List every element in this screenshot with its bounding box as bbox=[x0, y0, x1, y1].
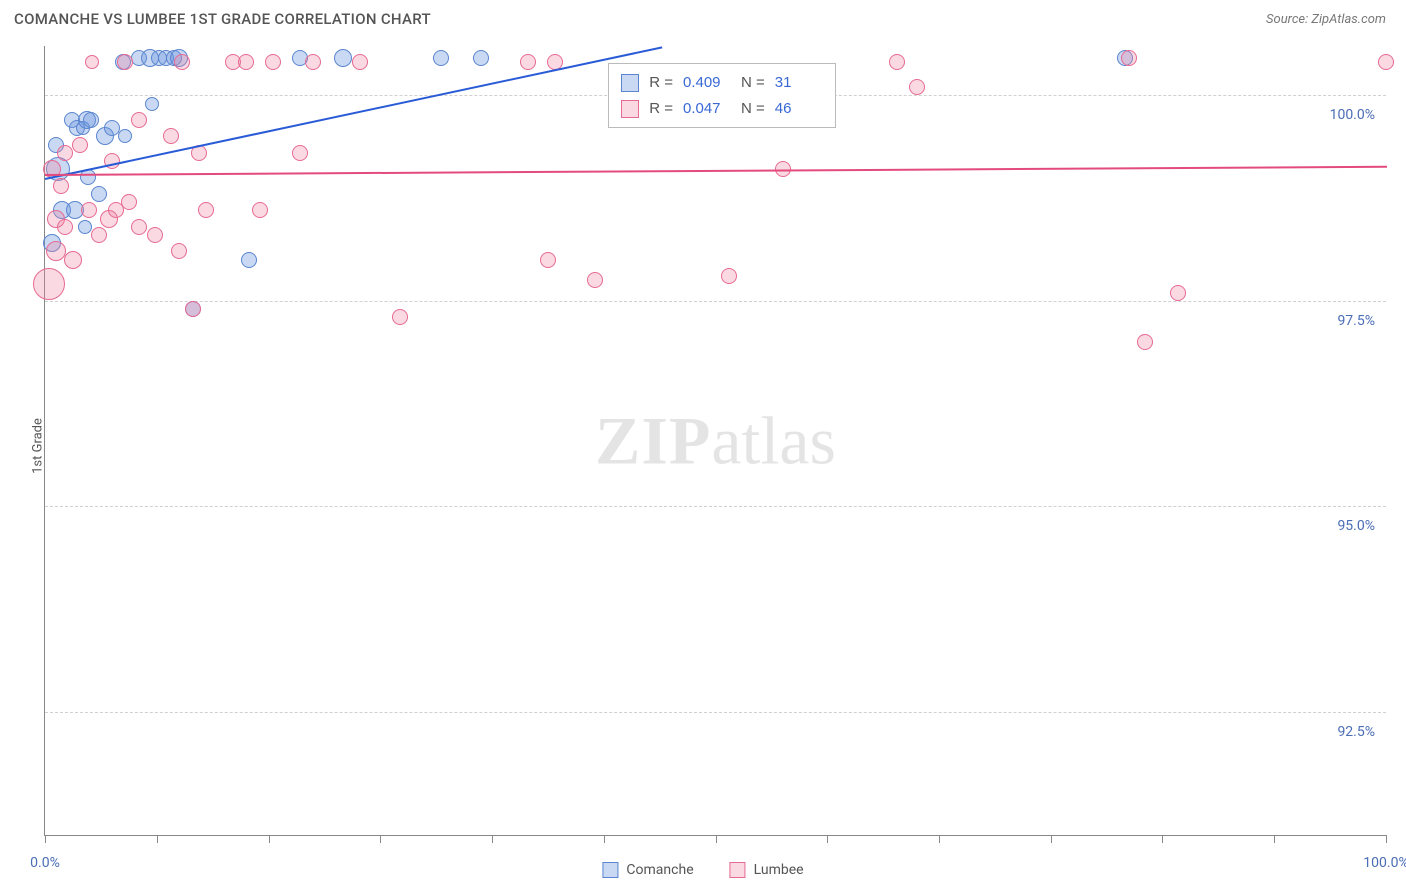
data-point bbox=[540, 252, 556, 268]
data-point bbox=[171, 243, 187, 259]
chart-area: ZIPatlas 100.0%97.5%95.0%92.5%0.0%100.0%… bbox=[44, 46, 1386, 836]
data-point bbox=[292, 145, 308, 161]
source-attribution: Source: ZipAtlas.com bbox=[1266, 12, 1386, 27]
data-point bbox=[145, 97, 159, 111]
x-tick bbox=[604, 835, 605, 843]
data-point bbox=[57, 145, 73, 161]
data-point bbox=[121, 194, 137, 210]
data-point bbox=[147, 227, 163, 243]
stats-r-value: 0.047 bbox=[683, 96, 731, 122]
x-tick-label: 100.0% bbox=[1363, 855, 1406, 871]
data-point bbox=[163, 128, 179, 144]
x-tick bbox=[1162, 835, 1163, 843]
chart-title: COMANCHE VS LUMBEE 1ST GRADE CORRELATION… bbox=[14, 10, 431, 28]
data-point bbox=[334, 49, 352, 67]
x-tick bbox=[1386, 835, 1387, 843]
x-tick bbox=[380, 835, 381, 843]
data-point bbox=[83, 112, 99, 128]
y-tick-label: 92.5% bbox=[1334, 724, 1378, 740]
x-tick bbox=[716, 835, 717, 843]
x-tick bbox=[157, 835, 158, 843]
legend-swatch bbox=[602, 862, 618, 878]
data-point bbox=[721, 268, 737, 284]
data-point bbox=[57, 219, 73, 235]
legend-swatch bbox=[730, 862, 746, 878]
gridline bbox=[45, 712, 1386, 713]
gridline bbox=[45, 506, 1386, 507]
legend-swatch bbox=[621, 100, 639, 118]
data-point bbox=[85, 55, 99, 69]
data-point bbox=[104, 120, 120, 136]
data-point bbox=[392, 309, 408, 325]
x-tick-label: 0.0% bbox=[30, 855, 60, 871]
plot-area: ZIPatlas 100.0%97.5%95.0%92.5%0.0%100.0%… bbox=[44, 46, 1386, 836]
data-point bbox=[81, 202, 97, 218]
data-point bbox=[198, 202, 214, 218]
trend-line bbox=[45, 165, 1387, 175]
stats-r-value: 0.409 bbox=[683, 70, 731, 96]
x-tick bbox=[939, 835, 940, 843]
data-point bbox=[33, 268, 65, 300]
data-point bbox=[587, 272, 603, 288]
data-point bbox=[46, 241, 66, 261]
data-point bbox=[72, 137, 88, 153]
data-point bbox=[91, 186, 107, 202]
watermark: ZIPatlas bbox=[595, 401, 836, 480]
data-point bbox=[1121, 50, 1137, 66]
stats-n-label: N = bbox=[741, 70, 765, 96]
x-tick bbox=[1051, 835, 1052, 843]
data-point bbox=[238, 54, 254, 70]
gridline bbox=[45, 301, 1386, 302]
stats-row: R = 0.409 N = 31 bbox=[621, 70, 823, 96]
legend-item: Lumbee bbox=[730, 862, 804, 878]
correlation-stats-box: R = 0.409 N = 31 R = 0.047 N = 46 bbox=[608, 63, 836, 128]
stats-n-value: 46 bbox=[775, 96, 823, 122]
data-point bbox=[473, 50, 489, 66]
x-tick bbox=[1274, 835, 1275, 843]
data-point bbox=[252, 202, 268, 218]
x-tick bbox=[827, 835, 828, 843]
legend-label: Comanche bbox=[626, 862, 693, 878]
legend-item: Comanche bbox=[602, 862, 693, 878]
x-tick bbox=[269, 835, 270, 843]
legend-swatch bbox=[621, 74, 639, 92]
data-point bbox=[117, 54, 133, 70]
data-point bbox=[185, 301, 201, 317]
stats-row: R = 0.047 N = 46 bbox=[621, 96, 823, 122]
stats-n-label: N = bbox=[741, 96, 765, 122]
data-point bbox=[433, 50, 449, 66]
stats-n-value: 31 bbox=[775, 70, 823, 96]
data-point bbox=[64, 251, 82, 269]
y-tick-label: 95.0% bbox=[1334, 518, 1378, 534]
data-point bbox=[265, 54, 281, 70]
data-point bbox=[889, 54, 905, 70]
data-point bbox=[520, 54, 536, 70]
legend: Comanche Lumbee bbox=[602, 862, 803, 878]
stats-r-label: R = bbox=[649, 96, 673, 122]
data-point bbox=[1170, 285, 1186, 301]
data-point bbox=[305, 54, 321, 70]
data-point bbox=[118, 129, 132, 143]
data-point bbox=[131, 219, 147, 235]
x-tick bbox=[45, 835, 46, 843]
data-point bbox=[174, 54, 190, 70]
x-tick bbox=[492, 835, 493, 843]
stats-r-label: R = bbox=[649, 70, 673, 96]
legend-label: Lumbee bbox=[754, 862, 804, 878]
data-point bbox=[241, 252, 257, 268]
data-point bbox=[352, 54, 368, 70]
y-tick-label: 97.5% bbox=[1334, 313, 1378, 329]
data-point bbox=[1137, 334, 1153, 350]
y-tick-label: 100.0% bbox=[1327, 107, 1378, 123]
data-point bbox=[131, 112, 147, 128]
data-point bbox=[91, 227, 107, 243]
data-point bbox=[909, 79, 925, 95]
data-point bbox=[53, 178, 69, 194]
data-point bbox=[1378, 54, 1394, 70]
chart-header: COMANCHE VS LUMBEE 1ST GRADE CORRELATION… bbox=[0, 0, 1406, 36]
